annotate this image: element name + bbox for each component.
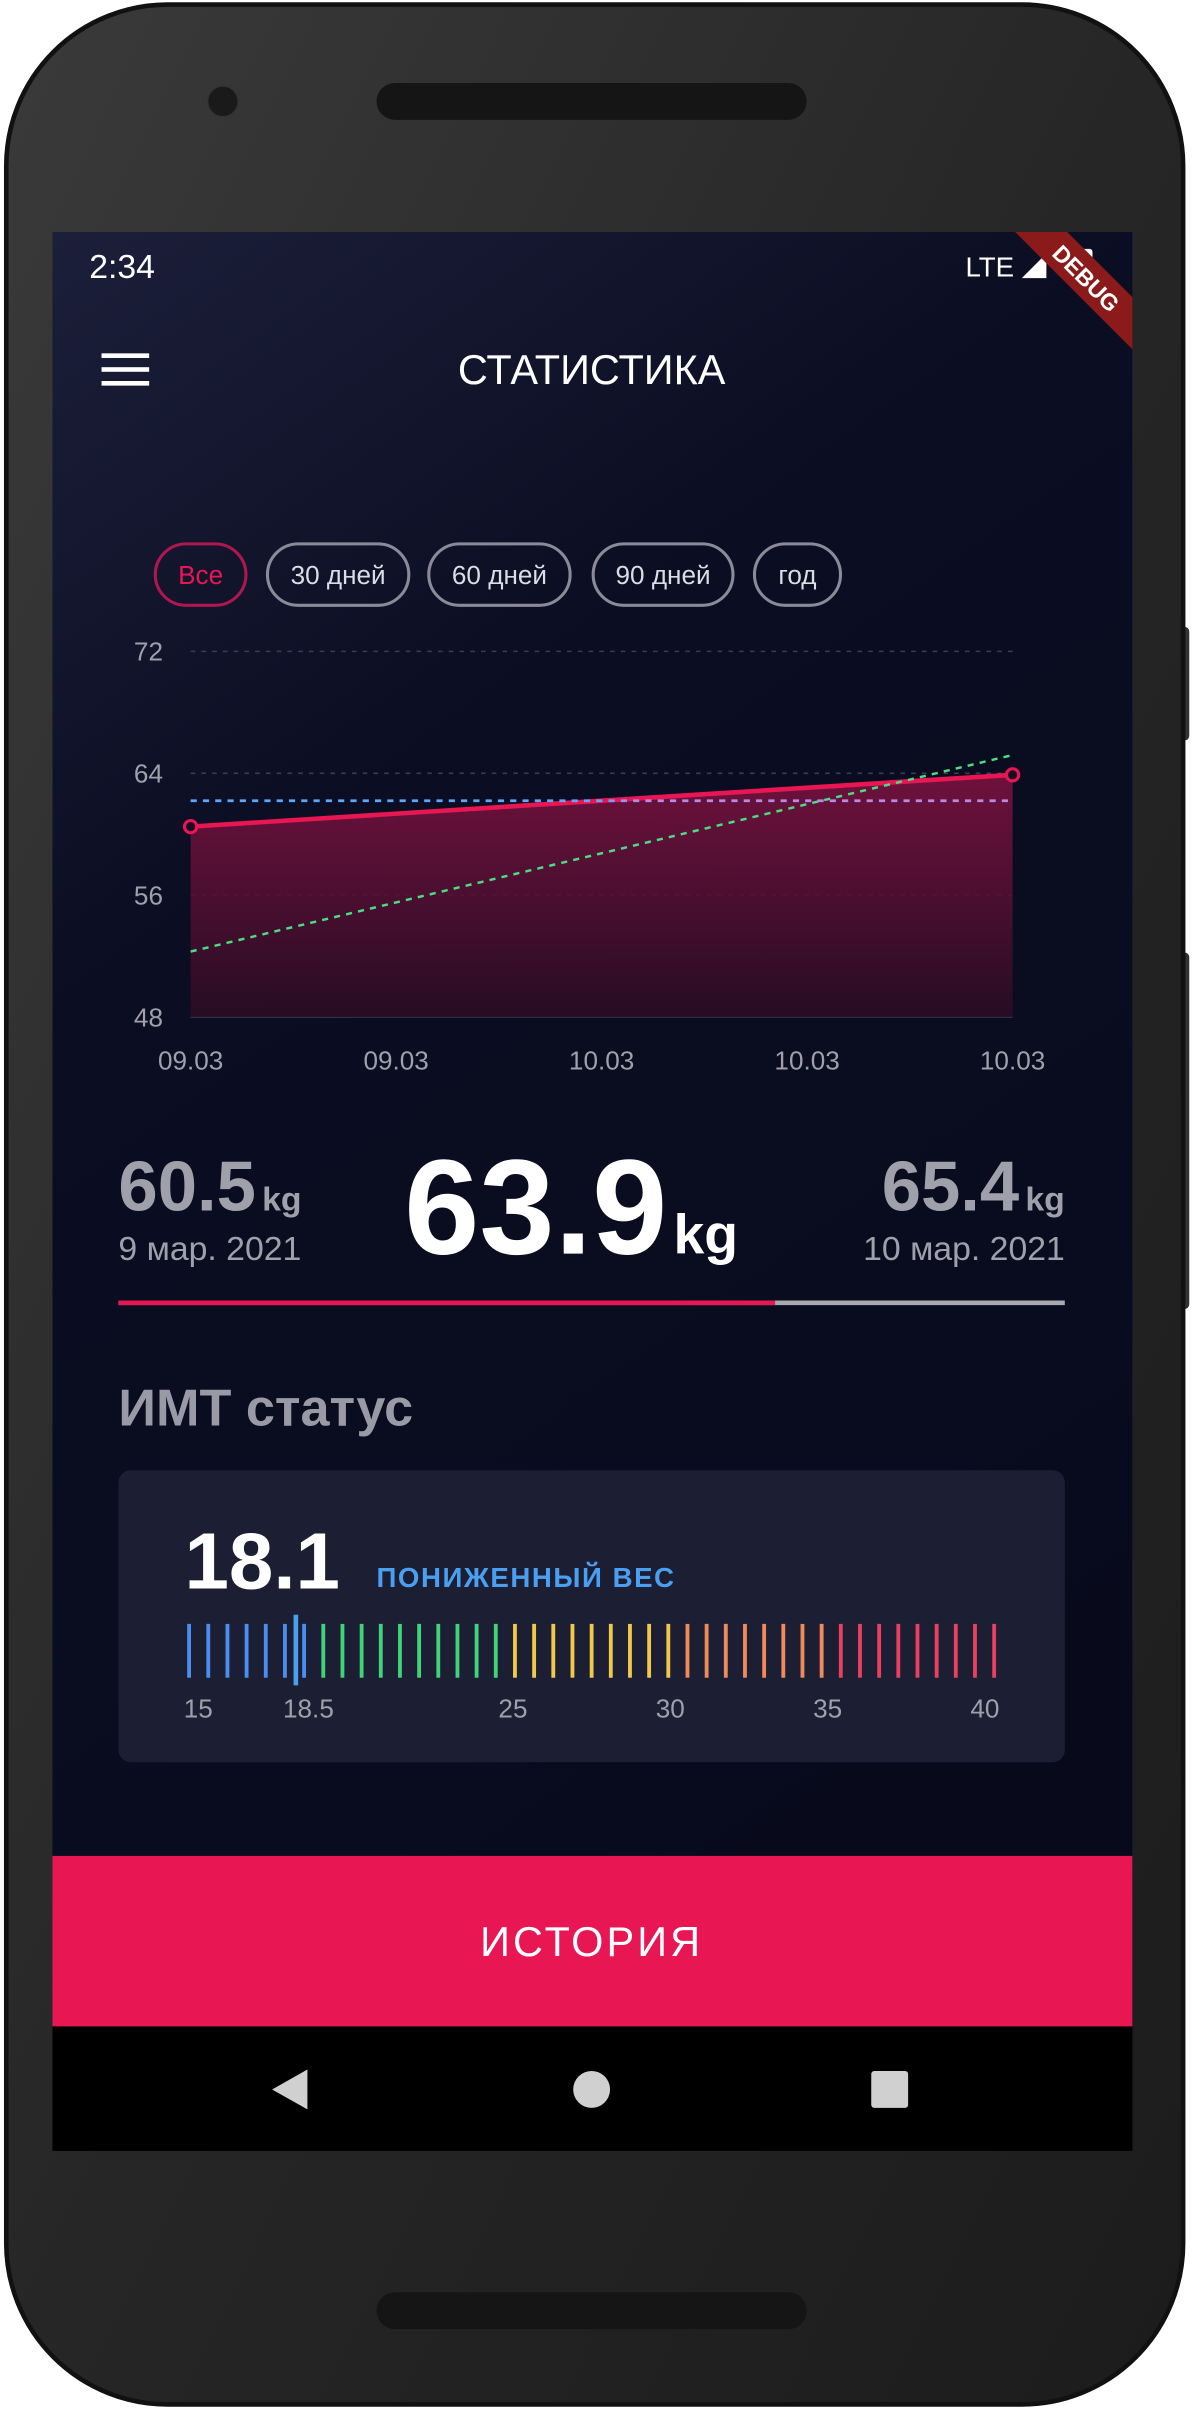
data-point xyxy=(1004,767,1021,783)
filter-chip-label: Все xyxy=(178,560,223,590)
x-tick-label: 10.03 xyxy=(569,1045,634,1075)
speaker xyxy=(376,2292,807,2330)
scale-tick-label: 25 xyxy=(498,1694,527,1724)
scale-tick-label: 18.5 xyxy=(283,1694,334,1724)
weight-value: 63.9 kg xyxy=(404,1132,738,1283)
status-time: 2:34 xyxy=(89,248,155,286)
filter-chip[interactable] xyxy=(591,542,735,607)
filter-chip-label: 90 дней xyxy=(616,560,711,590)
menu-icon[interactable] xyxy=(101,353,150,386)
weight-unit: kg xyxy=(673,1204,738,1266)
y-tick-label: 72 xyxy=(134,637,163,667)
area xyxy=(190,774,1013,1018)
weight-unit: kg xyxy=(1025,1181,1064,1219)
bmi-title: ИМТ статус xyxy=(118,1380,413,1438)
nav-recent[interactable] xyxy=(871,2071,909,2108)
start-date: 9 мар. 2021 xyxy=(118,1230,301,1268)
scale-tick-label: 15 xyxy=(184,1694,213,1724)
y-tick-label: 56 xyxy=(134,880,163,910)
camera xyxy=(206,85,240,118)
y-tick-label: 64 xyxy=(134,759,163,789)
filter-chip[interactable] xyxy=(265,542,411,607)
speaker xyxy=(376,82,807,120)
menu-bar xyxy=(101,381,150,386)
y-tick-label: 48 xyxy=(134,1002,163,1032)
scale-tick-label: 30 xyxy=(656,1694,685,1724)
x-tick-label: 10.03 xyxy=(980,1045,1045,1075)
filter-chip-label: 60 дней xyxy=(452,560,547,590)
x-tick-label: 09.03 xyxy=(363,1045,428,1075)
data-point xyxy=(182,818,199,835)
scale-tick-label: 35 xyxy=(813,1694,842,1724)
filter-chip[interactable] xyxy=(752,542,843,607)
weight-unit: kg xyxy=(262,1181,301,1219)
history-button[interactable] xyxy=(52,1855,1133,2027)
history-button-label: ИСТОРИЯ xyxy=(480,1918,703,1965)
goal-date: 10 мар. 2021 xyxy=(863,1230,1065,1268)
debug-ribbon xyxy=(1008,231,1133,356)
weight-chart: 48 56 64 72 09.03 09.03 10.03 10.03 10.03 xyxy=(134,637,1045,1076)
weight-value: 60.5 kg xyxy=(118,1147,301,1226)
nav-back[interactable] xyxy=(272,2069,308,2110)
status-network: LTE xyxy=(965,252,1014,283)
bmi-value: 18.1 xyxy=(184,1517,339,1606)
bmi-status: ПОНИЖЕННЫЙ ВЕС xyxy=(377,1562,676,1593)
nav-home[interactable] xyxy=(573,2071,611,2108)
screen-title: СТАТИСТИКА xyxy=(458,346,726,393)
weight-number: 60.5 xyxy=(118,1147,256,1226)
x-tick-label: 09.03 xyxy=(158,1045,223,1075)
scale-tick-label: 40 xyxy=(970,1694,999,1724)
menu-bar xyxy=(101,367,150,372)
screen: 2:34 LTE DEBUG СТАТИСТИКА Все 30 дней 60 д… xyxy=(52,231,1133,2151)
weight-number: 65.4 xyxy=(882,1147,1020,1226)
filter-chip[interactable] xyxy=(153,542,248,607)
filter-chip-label: год xyxy=(778,560,816,590)
bmi-card xyxy=(118,1470,1065,1763)
app-background xyxy=(52,231,1133,2151)
menu-bar xyxy=(101,353,150,358)
filter-chip[interactable] xyxy=(427,542,572,607)
x-tick-label: 10.03 xyxy=(774,1045,839,1075)
filter-chip-label: 30 дней xyxy=(291,560,386,590)
filter-chips: Все 30 дней 60 дней 90 дней год xyxy=(153,542,843,607)
weight-value: 65.4 kg xyxy=(882,1147,1065,1226)
weight-number: 63.9 xyxy=(404,1132,667,1283)
bmi-scale: 18.1 ПОНИЖЕННЫЙ ВЕС 15 18.5 25 30 35 40 xyxy=(184,1517,1000,1724)
trend-line xyxy=(190,753,1013,953)
